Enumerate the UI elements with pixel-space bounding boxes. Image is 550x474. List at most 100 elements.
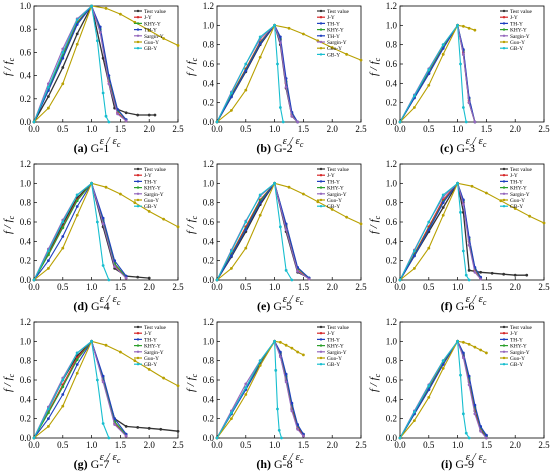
panel-caption: (b) G-2: [183, 141, 366, 156]
data-point-gb-y: [95, 39, 99, 43]
legend-label: J-Y: [144, 173, 152, 179]
data-point-test-value: [124, 111, 128, 115]
data-point-gb-y: [427, 68, 431, 72]
legend-marker: [319, 344, 323, 347]
series-line-th-y: [399, 24, 476, 123]
panel-caption: (g) G-7: [0, 457, 183, 472]
legend-marker: [136, 34, 140, 37]
x-tick-label: 2.0: [144, 124, 156, 134]
data-point-th-y: [278, 350, 282, 354]
x-tick-label: 2.0: [510, 282, 522, 292]
series-line-th-y: [216, 24, 299, 123]
x-tick-label: 0.0: [211, 282, 223, 292]
data-point-th-y: [485, 433, 488, 437]
y-tick-label: 1.0: [20, 178, 32, 188]
y-tick-label: 0.6: [386, 375, 398, 385]
plot-frame: [33, 5, 179, 123]
panel-name: G-6: [452, 299, 475, 313]
legend-label: TH-Y: [144, 179, 157, 185]
data-point-test-value: [490, 271, 494, 275]
data-point-khy-y: [75, 358, 79, 362]
data-point-guo-y: [287, 26, 291, 30]
data-point-guo-y: [230, 109, 233, 112]
x-tick-label: 0.5: [423, 282, 435, 292]
data-point-guo-y: [147, 367, 151, 371]
data-point-gb-y: [459, 210, 462, 214]
data-point-khy-y: [47, 253, 50, 257]
y-tick-label: 0.2: [203, 414, 214, 424]
legend-label: TH-Y: [144, 337, 157, 343]
x-tick-label: 0.5: [57, 282, 69, 292]
x-tick-label: 0.5: [240, 282, 252, 292]
data-point-test-value: [61, 66, 65, 69]
data-point-guo-y: [485, 191, 488, 195]
series-line-th-y: [33, 182, 127, 281]
series-line-sargin-y: [216, 340, 304, 439]
series-line-guo-y: [399, 340, 487, 439]
panel-letter: (h): [256, 457, 271, 471]
legend-label: Guo-Y: [510, 198, 525, 204]
y-tick-label: 0.0: [203, 117, 215, 127]
data-point-guo-y: [147, 209, 151, 213]
data-point-guo-y: [345, 215, 348, 219]
legend-label: GB-Y: [510, 204, 523, 210]
panel-caption: (h) G-8: [183, 457, 366, 472]
y-tick-label: 1.0: [203, 20, 215, 30]
legend-label: Sargin-Y: [510, 192, 530, 198]
data-point-gb-y: [95, 378, 99, 382]
legend-marker: [319, 205, 323, 208]
data-point-guo-y: [61, 246, 65, 250]
y-tick-label: 0.6: [20, 47, 32, 57]
data-point-guo-y: [413, 419, 416, 422]
data-point-gb-y: [32, 278, 36, 282]
legend-label: Sargin-Y: [144, 34, 164, 40]
series-line-khy-y: [399, 340, 487, 439]
x-tick-label: 1.0: [452, 440, 464, 450]
chart-panel-g-6: 0.0 0.5 1.0 1.5 2.0 2.5 0.0 0.2 0.4 0.6 0.8 1.0 1.2 f…: [366, 158, 550, 316]
chart-panel-g-9: 0.0 0.5 1.0 1.5 2.0 2.5 0.0 0.2 0.4 0.6 0.8 1.0 1.2 f…: [366, 316, 550, 474]
data-point-guo-y: [258, 213, 262, 217]
panel-letter: (f): [440, 299, 453, 313]
chart-svg: 0.0 0.5 1.0 1.5 2.0 2.5 0.0 0.2 0.4 0.6 0.8 1.0 f / …: [2, 1, 184, 149]
data-point-gb-y: [464, 273, 468, 277]
legend-label: Test value: [144, 325, 167, 331]
x-tick-label: 1.5: [298, 282, 310, 292]
data-point-guo-y: [470, 184, 474, 188]
x-tick-label: 2.5: [538, 282, 550, 292]
data-point-gb-y: [90, 339, 93, 343]
chart-panel-g-7: 0.0 0.5 1.0 1.5 2.0 2.5 0.0 0.2 0.4 0.6 0.8 1.0 1.2 f…: [0, 316, 184, 474]
data-point-guo-y: [461, 340, 465, 344]
legend-marker: [319, 34, 323, 37]
data-point-guo-y: [176, 384, 180, 388]
y-tick-label: 0.8: [20, 24, 32, 34]
data-point-gb-y: [281, 120, 285, 124]
x-tick-label: 2.5: [172, 124, 184, 134]
chart-svg: 0.0 0.5 1.0 1.5 2.0 2.5 0.0 0.2 0.4 0.6 0.8 1.0 1.2 f…: [368, 159, 550, 307]
y-axis-label: f / fc: [2, 373, 16, 392]
data-point-sargin-y: [479, 277, 483, 281]
data-point-test-value: [479, 270, 483, 274]
data-point-th-y: [441, 201, 445, 205]
series-line-j-y: [33, 5, 127, 123]
data-point-gb-y: [244, 220, 248, 224]
data-point-khy-y: [47, 411, 50, 415]
legend-marker: [319, 356, 323, 360]
data-point-test-value: [441, 206, 445, 209]
data-point-gb-y: [461, 249, 465, 253]
series-line-khy-y: [33, 5, 127, 123]
series-line-khy-y: [33, 182, 127, 281]
data-point-th-y: [61, 56, 65, 60]
data-point-gb-y: [107, 120, 111, 124]
legend-marker: [136, 344, 140, 347]
data-point-test-value: [502, 272, 506, 276]
data-point-guo-y: [479, 348, 483, 352]
data-point-gb-y: [101, 91, 105, 95]
data-point-sargin-y: [101, 222, 105, 226]
data-point-sargin-y: [290, 409, 294, 413]
data-point-guo-y: [278, 340, 282, 344]
data-point-test-value: [147, 276, 151, 280]
data-point-sargin-y: [284, 228, 288, 232]
data-point-gb-y: [456, 23, 459, 27]
data-point-guo-y: [345, 52, 348, 56]
data-point-gb-y: [244, 386, 248, 390]
